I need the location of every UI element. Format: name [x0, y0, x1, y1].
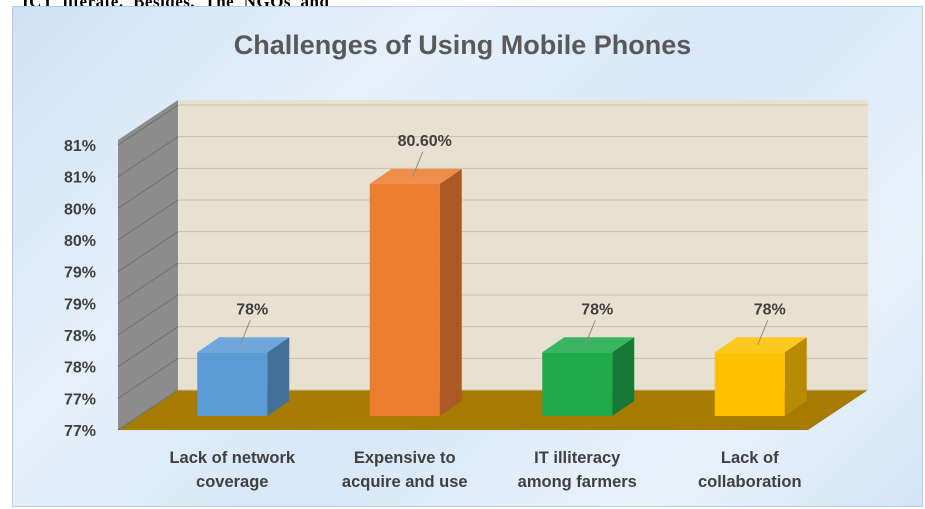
chart-floor: [118, 390, 868, 430]
side-gridline: [117, 231, 179, 273]
y-tick-label: 80%: [64, 233, 96, 250]
y-tick-label: 77%: [64, 391, 96, 408]
side-gridline: [117, 357, 179, 399]
data-label: 78%: [581, 301, 613, 318]
bar-3: [542, 337, 635, 416]
x-category-label: Lack of collaboration: [697, 449, 802, 491]
bar-top: [714, 337, 807, 353]
chart-title: Challenges of Using Mobile Phones: [233, 30, 692, 60]
side-gridline: [117, 136, 179, 178]
bar-4: [714, 337, 807, 416]
data-label: 80.60%: [398, 133, 452, 150]
y-tick-label: 81%: [64, 138, 96, 155]
bar-side: [612, 337, 635, 416]
bar-top: [369, 168, 462, 184]
y-tick-label: 81%: [64, 170, 96, 187]
data-label-leader: [239, 320, 251, 345]
bar-front: [542, 352, 613, 416]
bar-front: [714, 352, 785, 416]
bar-top: [197, 337, 290, 353]
side-gridline: [117, 389, 179, 431]
y-tick-label: 78%: [64, 328, 96, 345]
bar-front: [197, 352, 268, 416]
y-tick-label: 79%: [64, 296, 96, 313]
bar-1: [197, 337, 290, 416]
bar-side: [267, 337, 290, 416]
side-gridline: [117, 167, 179, 209]
side-gridline: [117, 294, 179, 336]
side-wall: [118, 100, 178, 430]
side-gridline: [117, 326, 179, 368]
bar-side: [439, 168, 462, 416]
document-text-fragment: ICT literate. Besides, The NGOs and: [22, 0, 329, 12]
data-label: 78%: [236, 301, 268, 318]
data-label-leader: [412, 151, 424, 177]
bar-side: [784, 337, 807, 416]
x-category-label: Lack of network coverage: [169, 449, 296, 491]
data-label-leader: [757, 320, 769, 345]
y-tick-label: 80%: [64, 201, 96, 218]
bar-top: [542, 337, 635, 353]
y-tick-label: 78%: [64, 360, 96, 377]
side-gridline: [117, 104, 179, 146]
bar-2: [369, 168, 462, 416]
y-tick-label: 79%: [64, 265, 96, 282]
side-gridline: [117, 199, 179, 241]
y-tick-label: 77%: [64, 423, 96, 440]
bar-front: [369, 183, 440, 416]
x-category-label: Expensive to acquire and use: [341, 449, 468, 491]
data-label-leader: [584, 320, 596, 345]
data-label: 78%: [754, 301, 786, 318]
side-gridline: [117, 262, 179, 304]
x-category-label: IT illiteracy among farmers: [517, 449, 637, 491]
